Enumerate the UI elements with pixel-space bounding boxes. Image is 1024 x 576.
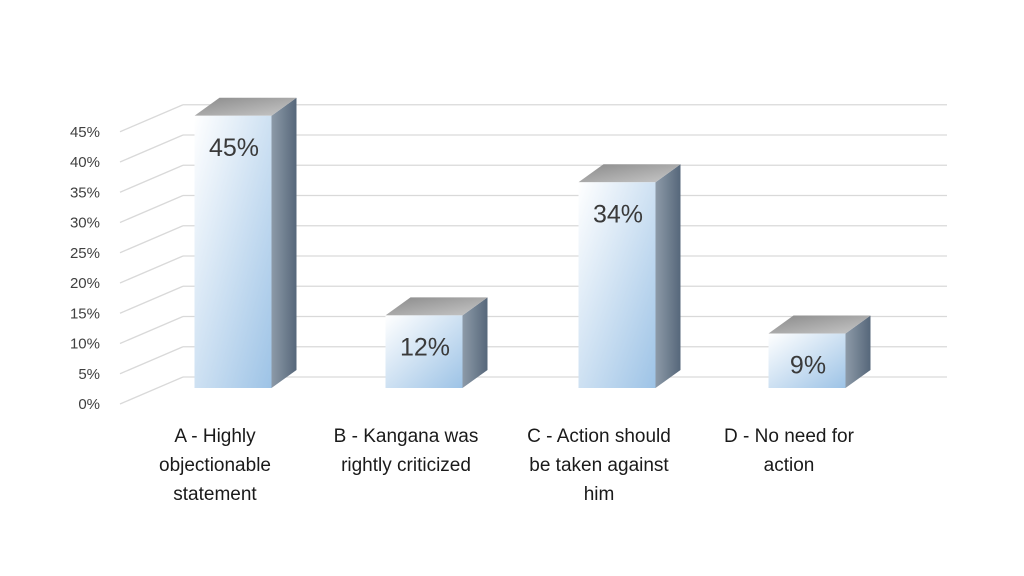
gridline-diagonal bbox=[119, 104, 184, 133]
bar-front bbox=[385, 315, 463, 388]
bar: 9% bbox=[768, 315, 871, 388]
bar-side bbox=[655, 164, 681, 388]
bar-top bbox=[385, 297, 488, 316]
bar-side bbox=[462, 297, 488, 388]
bar-top bbox=[578, 164, 681, 183]
gridline-diagonal bbox=[119, 315, 184, 345]
data-label: 9% bbox=[790, 352, 826, 380]
category-label: A - Highly objectionable statement bbox=[159, 426, 271, 505]
gridline-diagonal bbox=[119, 194, 184, 224]
gridline-diagonal bbox=[119, 285, 184, 314]
bar-side bbox=[845, 315, 871, 388]
x-axis-labels: A - Highly objectionable statement B - Kang… bbox=[159, 426, 855, 505]
bar: 45% bbox=[194, 97, 297, 388]
data-label: 12% bbox=[400, 333, 450, 361]
gridline-diagonal bbox=[119, 376, 184, 405]
bar-top bbox=[768, 315, 871, 334]
bar-front bbox=[768, 333, 846, 388]
y-tick-label: 10% bbox=[70, 336, 100, 353]
category-label: D - No need for action bbox=[724, 426, 855, 476]
bar-front bbox=[578, 182, 656, 388]
y-tick-label: 0% bbox=[78, 396, 100, 413]
y-tick-label: 30% bbox=[70, 215, 100, 232]
bar-side bbox=[271, 97, 297, 388]
bar: 12% bbox=[385, 297, 488, 388]
y-tick-label: 25% bbox=[70, 245, 100, 262]
category-label: C - Action should be taken against him bbox=[527, 426, 671, 505]
bars: 45% 12% 34% 9% bbox=[194, 97, 871, 388]
y-tick-label: 45% bbox=[70, 124, 100, 141]
gridline-diagonal bbox=[119, 134, 184, 163]
y-tick-label: 35% bbox=[70, 184, 100, 201]
bar: 34% bbox=[578, 164, 681, 388]
y-axis-ticks: 0% 5% 10% 15% 20% 25% 30% 35% 40% 45% bbox=[70, 124, 100, 413]
gridline-diagonal bbox=[119, 164, 184, 193]
gridlines bbox=[119, 104, 947, 405]
y-tick-label: 40% bbox=[70, 154, 100, 171]
y-tick-label: 5% bbox=[78, 366, 100, 383]
gridline-diagonal bbox=[119, 255, 184, 284]
bar-front bbox=[194, 115, 272, 388]
data-label: 45% bbox=[209, 134, 259, 162]
y-tick-label: 20% bbox=[70, 275, 100, 292]
category-label: B - Kangana was rightly criticized bbox=[334, 426, 479, 476]
bar-top bbox=[194, 97, 297, 116]
y-tick-label: 15% bbox=[70, 305, 100, 322]
gridline-diagonal bbox=[119, 225, 184, 254]
data-label: 34% bbox=[593, 200, 643, 228]
gridline-diagonal bbox=[119, 346, 184, 375]
